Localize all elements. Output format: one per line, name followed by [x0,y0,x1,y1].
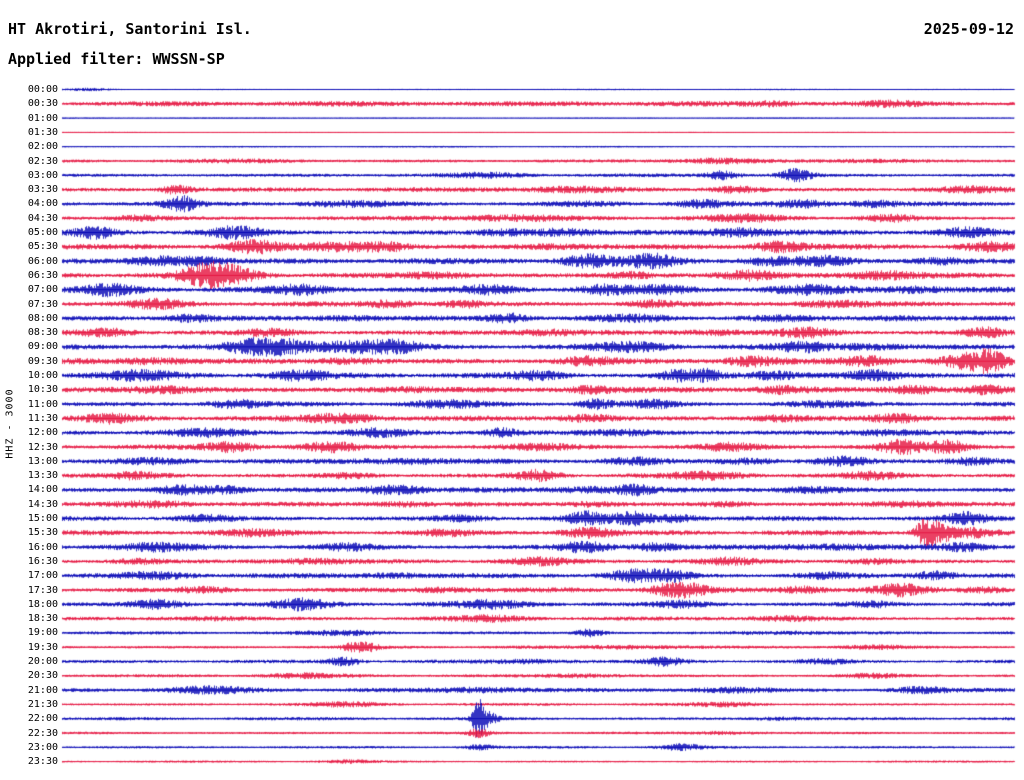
time-label: 19:30 [27,641,58,653]
time-label: 04:00 [27,198,58,210]
time-label: 01:00 [27,112,58,124]
time-label: 15:00 [27,513,58,524]
time-label: 12:30 [27,441,58,453]
time-label: 07:00 [27,284,58,296]
time-label: 03:00 [27,169,58,181]
time-label: 02:30 [27,155,58,167]
time-label: 06:30 [27,269,58,281]
time-label: 11:30 [27,412,58,424]
time-label: 09:30 [27,355,58,367]
time-label: 23:00 [27,741,58,753]
time-label: 10:30 [27,384,58,396]
time-label: 22:30 [27,727,58,739]
channel-axis-label: HHZ - 3000 [4,388,16,459]
time-label: 00:30 [27,98,58,110]
time-label: 08:00 [27,312,58,324]
time-label: 04:30 [27,212,58,224]
time-label: 14:00 [27,484,58,496]
time-label: 18:00 [27,598,58,610]
time-label: 13:30 [27,470,58,482]
date-label: 2025-09-12 [923,20,1014,38]
time-label: 05:00 [27,227,58,238]
time-label: 13:00 [27,455,58,467]
time-label: 20:30 [27,670,58,682]
time-label: 03:30 [27,184,58,196]
time-label: 16:00 [27,541,58,553]
time-label: 05:30 [27,241,58,253]
time-label: 09:00 [27,341,58,353]
time-label: 18:30 [27,613,58,625]
time-label: 00:00 [27,84,58,95]
time-label: 11:00 [27,398,58,410]
filter-label: Applied filter: WWSSN-SP [8,50,225,68]
time-label: 20:00 [27,656,58,667]
time-label: 21:30 [27,698,58,710]
time-label: 22:00 [27,713,58,725]
time-label: 15:30 [27,527,58,539]
time-label: 19:00 [27,627,58,639]
time-label: 17:30 [27,584,58,596]
time-label: 10:00 [27,370,58,381]
time-label: 07:30 [27,298,58,310]
time-label: 17:00 [27,570,58,582]
station-title: HT Akrotiri, Santorini Isl. [8,20,252,38]
time-label: 06:00 [27,255,58,267]
time-label: 08:30 [27,327,58,339]
time-label: 01:30 [27,126,58,138]
time-label: 21:00 [27,684,58,696]
time-label: 02:00 [27,141,58,153]
time-label: 23:30 [27,756,58,768]
time-label: 14:30 [27,498,58,510]
time-label: 12:00 [27,427,58,439]
time-label: 16:30 [27,555,58,567]
